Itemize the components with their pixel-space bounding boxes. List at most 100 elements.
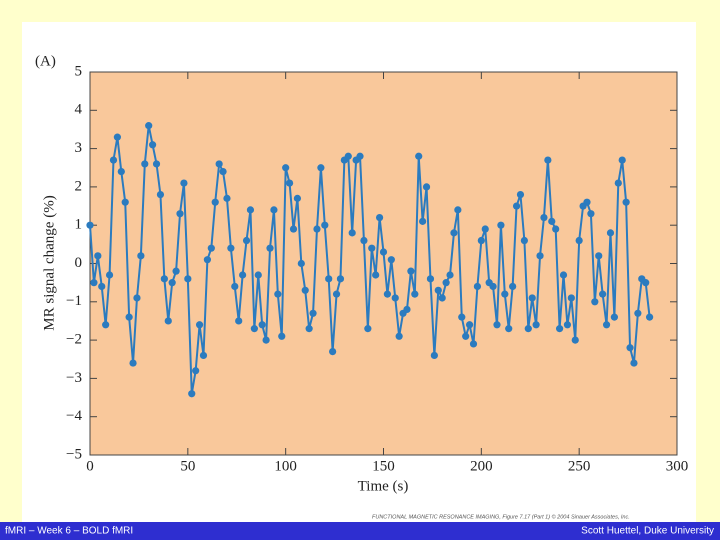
- data-point: [512, 202, 521, 210]
- data-point: [477, 236, 485, 245]
- data-point: [184, 275, 192, 283]
- data-point: [176, 210, 184, 218]
- data-point: [137, 252, 145, 260]
- data-point: [544, 156, 552, 164]
- data-point: [575, 236, 583, 245]
- data-point: [360, 236, 368, 245]
- data-point: [395, 332, 403, 340]
- data-point: [121, 198, 129, 206]
- data-point: [411, 290, 419, 298]
- data-point: [321, 221, 329, 229]
- y-tick-label: 3: [75, 140, 83, 156]
- data-point: [246, 206, 255, 214]
- data-point: [282, 164, 290, 172]
- x-tick-label: 100: [274, 458, 297, 474]
- data-point: [501, 290, 509, 298]
- data-point: [571, 336, 579, 344]
- y-tick-label: −1: [66, 293, 82, 309]
- data-point: [618, 156, 626, 164]
- data-point: [438, 294, 446, 302]
- x-tick-label: 200: [470, 458, 493, 474]
- data-point: [407, 267, 415, 275]
- data-point: [223, 194, 231, 202]
- data-point: [524, 325, 532, 333]
- y-tick-label: 0: [75, 255, 83, 271]
- data-line: [89, 125, 651, 394]
- data-point: [254, 271, 262, 279]
- data-point: [195, 321, 204, 329]
- data-point: [583, 198, 591, 206]
- data-point: [258, 321, 266, 329]
- x-tick-label: 300: [666, 458, 689, 474]
- data-point: [622, 198, 630, 206]
- data-point: [489, 282, 497, 291]
- data-point: [332, 290, 341, 298]
- data-point: [105, 271, 114, 279]
- data-point: [149, 141, 157, 149]
- data-point: [336, 275, 345, 283]
- y-tick-label: −2: [66, 332, 82, 348]
- data-point: [188, 390, 196, 398]
- data-point: [450, 229, 458, 237]
- data-point: [356, 152, 364, 160]
- data-point: [454, 206, 462, 214]
- data-point: [606, 229, 615, 237]
- data-point: [239, 271, 247, 279]
- data-point: [599, 290, 607, 298]
- data-point: [415, 152, 423, 160]
- data-point: [646, 313, 654, 321]
- data-point: [317, 164, 325, 172]
- data-point: [430, 351, 438, 360]
- data-point: [375, 213, 384, 222]
- data-point: [532, 321, 540, 329]
- data-point: [403, 305, 411, 314]
- data-point: [563, 321, 572, 329]
- data-point: [262, 336, 270, 344]
- data-point: [278, 332, 286, 340]
- y-tick-label: 2: [75, 178, 83, 194]
- data-point: [192, 367, 200, 375]
- data-point: [211, 198, 219, 206]
- data-point: [372, 271, 380, 279]
- data-point: [567, 294, 575, 302]
- data-point: [219, 167, 227, 176]
- data-point: [293, 194, 302, 202]
- data-point: [141, 160, 149, 168]
- data-point: [329, 347, 337, 356]
- data-point: [497, 221, 505, 229]
- data-point: [145, 122, 153, 130]
- data-point: [289, 225, 298, 233]
- data-point: [602, 321, 611, 329]
- y-tick-label: −5: [66, 446, 82, 462]
- data-point: [383, 290, 392, 298]
- data-point: [505, 325, 513, 333]
- data-point: [180, 179, 188, 187]
- y-tick-label: 1: [75, 217, 83, 233]
- x-tick-label: 150: [372, 458, 395, 474]
- data-point: [203, 256, 211, 264]
- data-point: [242, 236, 251, 245]
- panel-label: (A): [35, 53, 56, 69]
- data-point: [94, 252, 102, 260]
- data-point: [516, 190, 525, 199]
- data-point: [160, 275, 168, 283]
- data-point: [172, 267, 180, 275]
- y-tick-label: −4: [66, 408, 82, 424]
- data-point: [520, 236, 528, 245]
- data-point: [364, 325, 372, 333]
- data-point: [297, 259, 305, 268]
- data-point: [536, 252, 544, 260]
- footer-right: Scott Huettel, Duke University: [581, 526, 714, 537]
- data-point: [250, 325, 258, 333]
- data-point: [117, 167, 125, 176]
- data-point: [426, 275, 435, 283]
- figure-caption: FUNCTIONAL MAGNETIC RESONANCE IMAGING, F…: [372, 513, 630, 520]
- data-point: [473, 282, 482, 291]
- data-point: [469, 340, 478, 348]
- data-point: [156, 190, 165, 199]
- data-point: [109, 156, 118, 164]
- x-tick-label: 250: [568, 458, 591, 474]
- x-axis-label: Time (s): [358, 478, 409, 494]
- data-point: [509, 282, 517, 291]
